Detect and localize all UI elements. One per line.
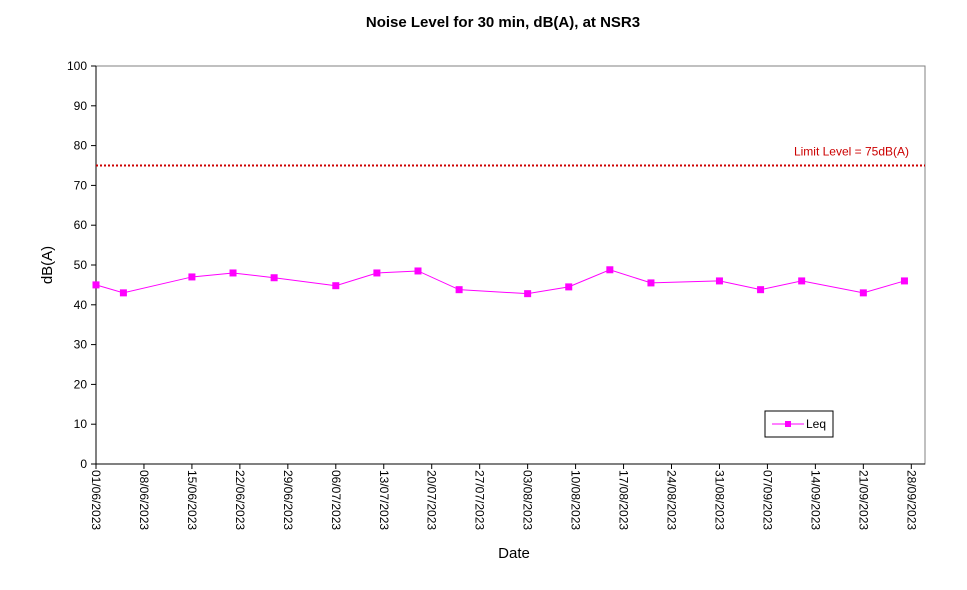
x-tick-label: 27/07/2023 — [473, 470, 487, 530]
x-tick-label: 06/07/2023 — [329, 470, 343, 530]
x-tick-label: 21/09/2023 — [856, 470, 870, 530]
y-tick-label: 60 — [74, 218, 88, 232]
y-tick-label: 70 — [74, 178, 88, 192]
data-point — [119, 289, 127, 297]
data-point — [188, 273, 196, 281]
data-point — [524, 290, 532, 298]
data-point — [332, 282, 340, 290]
x-tick-label: 03/08/2023 — [521, 470, 535, 530]
series-leq — [92, 266, 908, 298]
limit-level-label: Limit Level = 75dB(A) — [794, 145, 909, 159]
data-point — [606, 266, 614, 274]
x-tick-label: 17/08/2023 — [617, 470, 631, 530]
x-tick-label: 24/08/2023 — [665, 470, 679, 530]
chart-title: Noise Level for 30 min, dB(A), at NSR3 — [366, 14, 640, 31]
y-tick-label: 10 — [74, 417, 88, 431]
y-tick-label: 40 — [74, 298, 88, 312]
data-point — [859, 289, 867, 297]
x-axis-label: Date — [498, 545, 530, 562]
legend: Leq — [764, 410, 834, 438]
data-point — [455, 286, 463, 294]
x-tick-label: 15/06/2023 — [185, 470, 199, 530]
plot-area — [95, 65, 926, 465]
x-tick-label: 20/07/2023 — [425, 470, 439, 530]
data-point — [900, 277, 908, 285]
data-point — [565, 283, 573, 291]
data-point — [373, 269, 381, 277]
x-tick-label: 08/06/2023 — [137, 470, 151, 530]
x-tick-label: 07/09/2023 — [760, 470, 774, 530]
y-tick-label: 90 — [74, 99, 88, 113]
y-tick-label: 100 — [67, 59, 87, 73]
x-tick-label: 13/07/2023 — [377, 470, 391, 530]
x-tick-label: 22/06/2023 — [233, 470, 247, 530]
x-tick-label: 10/08/2023 — [569, 470, 583, 530]
data-point — [270, 274, 278, 282]
y-tick-label: 30 — [74, 338, 88, 352]
series-line-leq — [95, 269, 905, 295]
y-tick-label: 0 — [80, 457, 87, 471]
y-tick-label: 80 — [74, 139, 88, 153]
data-point — [92, 281, 100, 289]
data-point — [414, 267, 422, 275]
x-tick-label: 01/06/2023 — [89, 470, 103, 530]
data-point — [647, 279, 655, 287]
y-tick-label: 50 — [74, 258, 88, 272]
data-point — [798, 277, 806, 285]
x-tick-label: 29/06/2023 — [281, 470, 295, 530]
data-point — [715, 277, 723, 285]
x-tick-label: 14/09/2023 — [808, 470, 822, 530]
y-axis-label: dB(A) — [39, 246, 56, 284]
legend-marker-leq — [785, 421, 791, 427]
x-tick-label: 31/08/2023 — [712, 470, 726, 530]
y-tick-label: 20 — [74, 377, 88, 391]
data-point — [757, 286, 765, 294]
y-axis: 0 10 20 30 40 50 60 70 80 90 100 — [67, 59, 97, 471]
x-tick-label: 28/09/2023 — [904, 470, 918, 530]
legend-label-leq: Leq — [806, 417, 826, 431]
x-axis: 01/06/2023 08/06/2023 15/06/2023 22/06/2023… — [89, 463, 925, 530]
data-point — [229, 269, 237, 277]
